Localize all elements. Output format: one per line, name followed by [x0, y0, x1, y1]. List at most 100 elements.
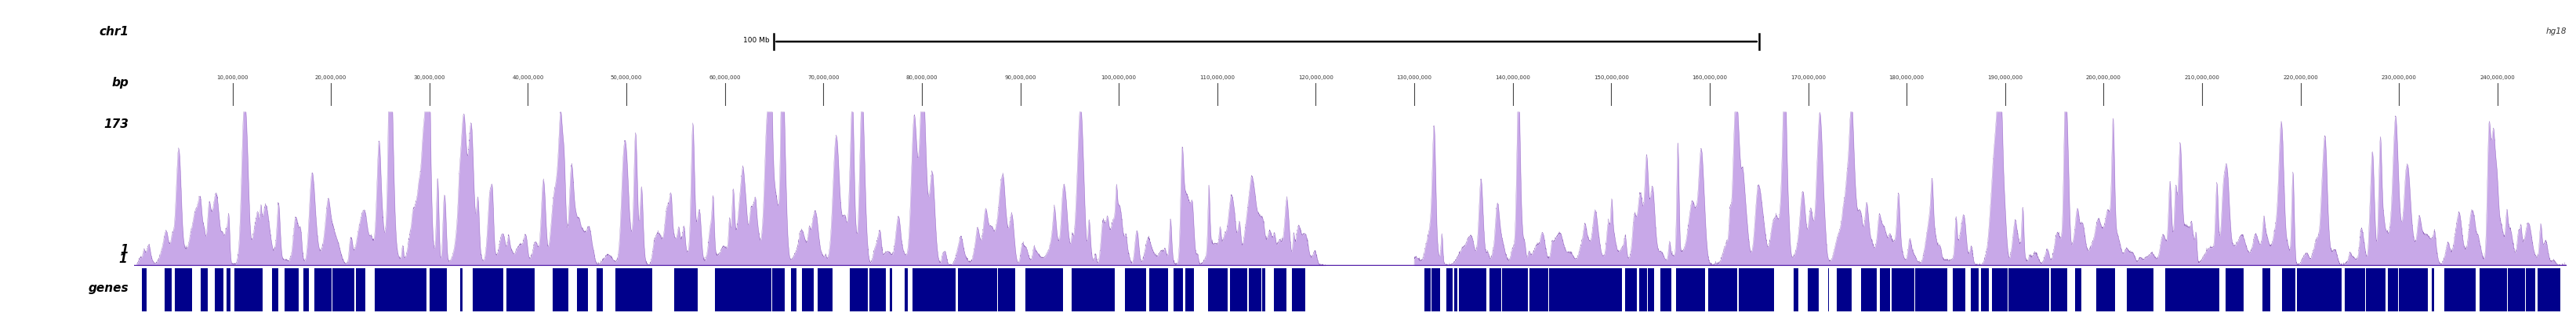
Bar: [1273, 268, 1280, 311]
Bar: [2202, 268, 2210, 311]
Bar: [1597, 268, 1610, 311]
Bar: [2236, 268, 2239, 311]
Bar: [384, 268, 392, 311]
Bar: [1502, 268, 1515, 311]
Bar: [680, 268, 685, 311]
Bar: [969, 268, 979, 311]
Bar: [1564, 268, 1569, 311]
Bar: [1149, 268, 1162, 311]
Bar: [1587, 268, 1597, 311]
Bar: [327, 268, 332, 311]
Bar: [922, 268, 930, 311]
Bar: [2187, 268, 2190, 311]
Bar: [817, 268, 827, 311]
Text: 100 Mb: 100 Mb: [742, 36, 770, 44]
Bar: [2349, 268, 2360, 311]
Bar: [577, 268, 585, 311]
Bar: [2094, 268, 2107, 311]
Bar: [242, 268, 247, 311]
Bar: [757, 268, 770, 311]
Bar: [773, 268, 778, 311]
Text: 50,000,000: 50,000,000: [611, 75, 641, 80]
Bar: [2409, 268, 2419, 311]
Text: 70,000,000: 70,000,000: [806, 75, 840, 80]
Bar: [492, 268, 502, 311]
Bar: [1718, 268, 1723, 311]
Bar: [2007, 268, 2020, 311]
Bar: [2282, 268, 2290, 311]
Text: 130,000,000: 130,000,000: [1396, 75, 1432, 80]
Text: 60,000,000: 60,000,000: [708, 75, 739, 80]
Bar: [1036, 268, 1046, 311]
Bar: [1553, 268, 1561, 311]
Bar: [1602, 268, 1613, 311]
Bar: [2416, 268, 2427, 311]
Bar: [2530, 268, 2535, 311]
Bar: [2009, 268, 2012, 311]
Bar: [1808, 268, 1819, 311]
Bar: [1577, 268, 1582, 311]
Bar: [1030, 268, 1043, 311]
Bar: [1172, 268, 1177, 311]
Bar: [2030, 268, 2038, 311]
Bar: [1025, 268, 1036, 311]
Bar: [1481, 268, 1486, 311]
Bar: [2074, 268, 2081, 311]
Bar: [175, 268, 188, 311]
Bar: [2306, 268, 2321, 311]
Text: 100,000,000: 100,000,000: [1100, 75, 1136, 80]
Bar: [631, 268, 647, 311]
Bar: [1046, 268, 1051, 311]
Bar: [2300, 268, 2308, 311]
Bar: [1535, 268, 1548, 311]
Bar: [690, 268, 698, 311]
Bar: [1249, 268, 1257, 311]
Bar: [404, 268, 407, 311]
Bar: [1185, 268, 1193, 311]
Text: genes: genes: [88, 282, 129, 294]
Bar: [2506, 268, 2512, 311]
Bar: [348, 268, 355, 311]
Bar: [559, 268, 569, 311]
Bar: [2509, 268, 2522, 311]
Bar: [2347, 268, 2352, 311]
Bar: [479, 268, 482, 311]
Bar: [471, 268, 482, 311]
Bar: [1731, 268, 1736, 311]
Bar: [1767, 268, 1770, 311]
Bar: [1430, 268, 1440, 311]
Bar: [2458, 268, 2460, 311]
Bar: [255, 268, 263, 311]
Bar: [484, 268, 497, 311]
Bar: [1492, 268, 1497, 311]
Bar: [526, 268, 533, 311]
Bar: [273, 268, 278, 311]
Bar: [2388, 268, 2396, 311]
Text: chr1: chr1: [98, 26, 129, 37]
Text: 173: 173: [103, 118, 129, 130]
Bar: [551, 268, 562, 311]
Bar: [1092, 268, 1105, 311]
Bar: [1126, 268, 1136, 311]
Text: 160,000,000: 160,000,000: [1692, 75, 1726, 80]
Bar: [1043, 268, 1054, 311]
Text: 210,000,000: 210,000,000: [2184, 75, 2218, 80]
Bar: [1157, 268, 1167, 311]
Bar: [739, 268, 750, 311]
Bar: [987, 268, 997, 311]
Bar: [1613, 268, 1620, 311]
Bar: [247, 268, 258, 311]
Bar: [714, 268, 721, 311]
Bar: [314, 268, 322, 311]
Bar: [1048, 268, 1059, 311]
Bar: [2375, 268, 2385, 311]
Bar: [2465, 268, 2476, 311]
Bar: [1584, 268, 1595, 311]
Bar: [142, 268, 147, 311]
Bar: [2370, 268, 2378, 311]
Bar: [286, 268, 299, 311]
Bar: [2035, 268, 2048, 311]
Bar: [2336, 268, 2342, 311]
Bar: [2365, 268, 2372, 311]
Bar: [2488, 268, 2499, 311]
